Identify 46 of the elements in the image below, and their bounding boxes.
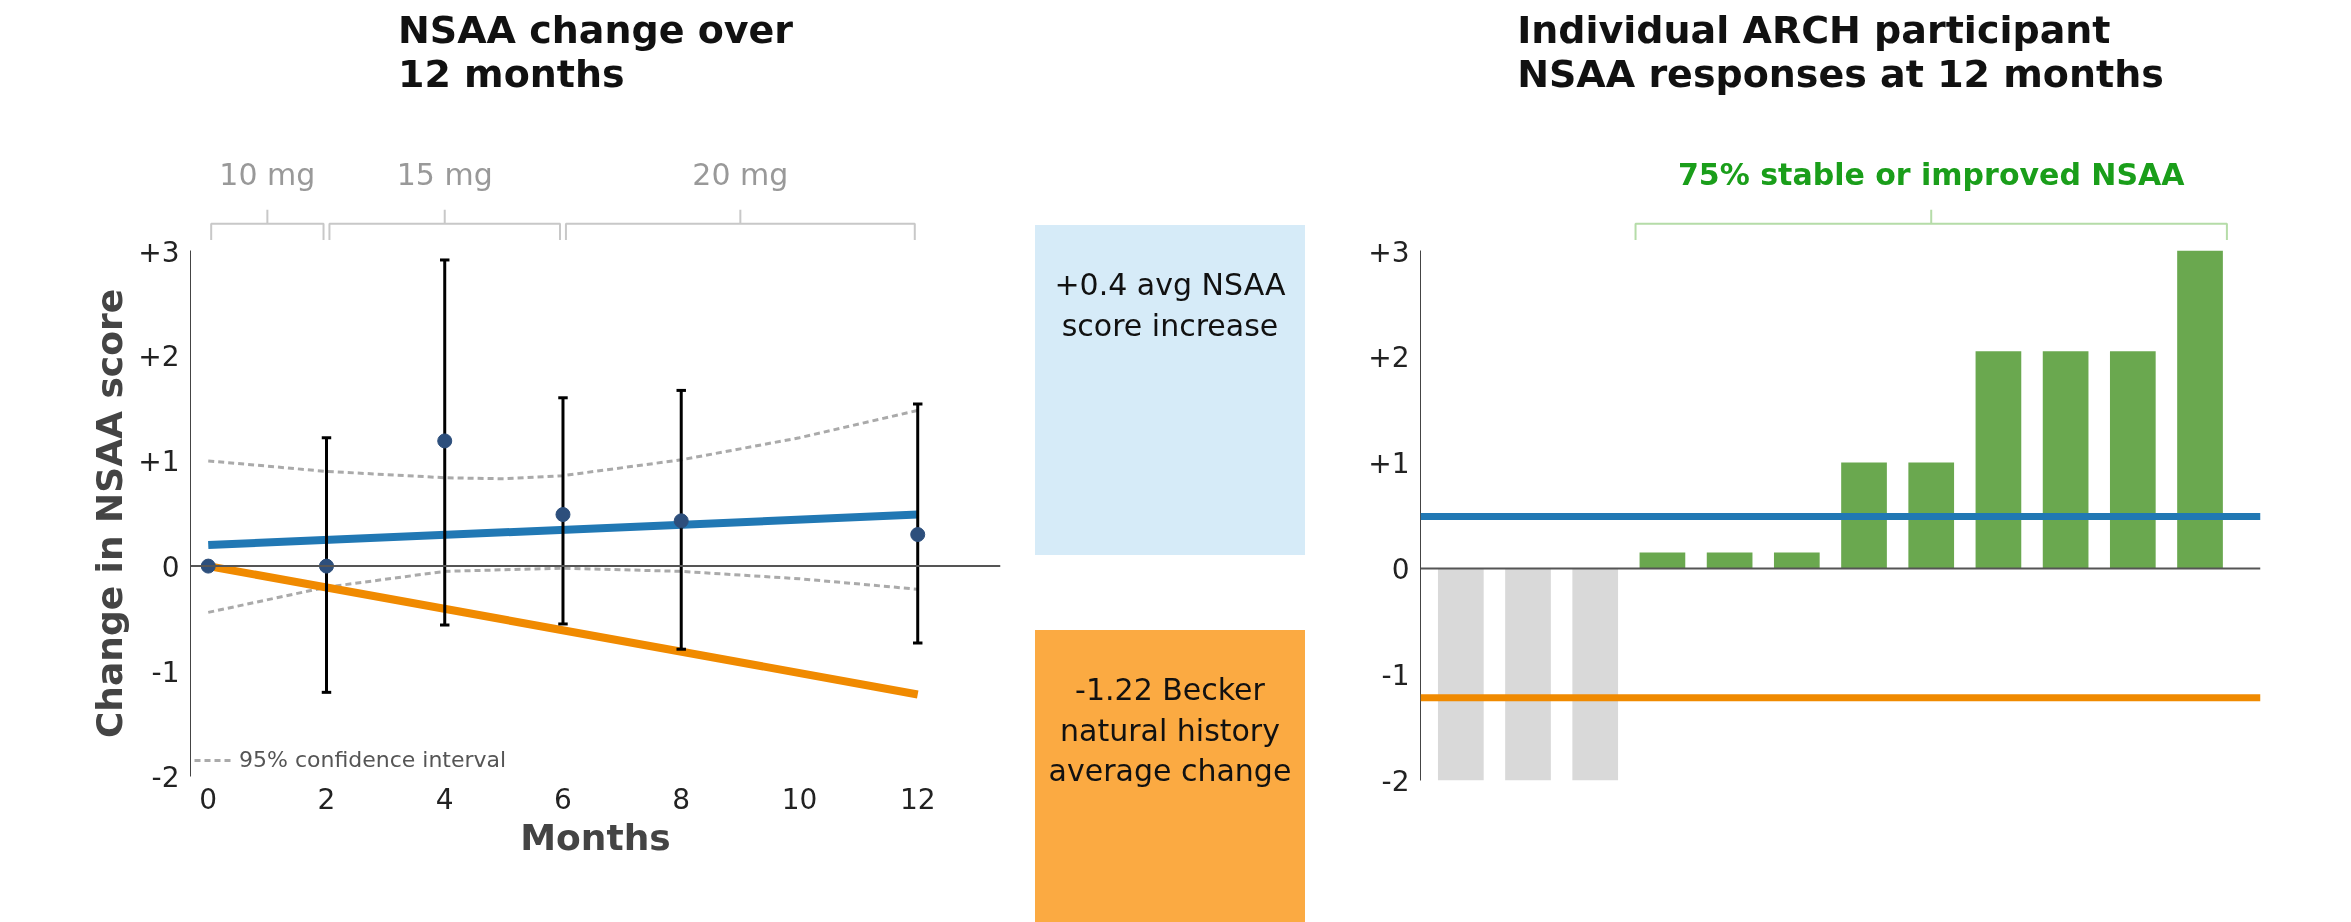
x-tick-label: 8 xyxy=(672,782,691,816)
text: 20 mg xyxy=(692,156,789,192)
y-tick-label: -1 xyxy=(151,655,180,689)
chart-title: NSAA change over 12 months xyxy=(397,7,794,96)
bar xyxy=(1437,568,1484,781)
x-tick-label: 6 xyxy=(554,782,572,816)
bar xyxy=(2177,250,2223,569)
text: 10 mg xyxy=(219,156,316,192)
point xyxy=(910,527,926,543)
y-tick-label: +3 xyxy=(1368,235,1410,269)
chart-title: Individual ARCH participant NSAA responses at 12 months xyxy=(1517,7,2164,96)
bar xyxy=(1908,462,1955,569)
text: -1.22 Becker natural history average change xyxy=(1047,671,1293,790)
x-tick-label: 10 xyxy=(781,782,818,816)
text: +0.4 avg NSAA score increase xyxy=(1053,266,1287,345)
bar xyxy=(1639,552,1686,569)
legend-label: 95% confidence interval xyxy=(239,747,507,772)
x-tick-label: 12 xyxy=(899,782,936,816)
x-tick-label: 4 xyxy=(435,782,454,816)
x-tick-label: 2 xyxy=(317,782,336,816)
y-tick-label: +2 xyxy=(1368,341,1410,374)
bar xyxy=(1706,552,1753,569)
x-tick-label: 0 xyxy=(199,782,218,816)
bar xyxy=(2042,351,2089,569)
y-tick-label: 0 xyxy=(1391,553,1410,586)
point xyxy=(437,433,453,449)
y-tick-label: 0 xyxy=(161,550,180,584)
y-tick-label: -2 xyxy=(151,761,180,794)
y-tick-label: -2 xyxy=(1381,765,1410,798)
text: 15 mg xyxy=(396,156,493,192)
y-tick-label: -1 xyxy=(1381,659,1410,692)
text: 75% stable or improved NSAA xyxy=(1677,156,2186,192)
bar xyxy=(1841,462,1887,569)
bar xyxy=(1975,351,2022,569)
y-tick-label: +2 xyxy=(138,340,180,374)
bar xyxy=(1505,568,1551,781)
point xyxy=(555,507,571,523)
y-tick-label: +3 xyxy=(138,235,180,269)
bar xyxy=(1572,568,1619,781)
x-axis-title: Months xyxy=(520,816,671,858)
y-axis-title: Change in NSAA score xyxy=(89,288,131,739)
bar xyxy=(1773,552,1820,569)
point xyxy=(673,513,689,529)
y-tick-label: +1 xyxy=(138,445,180,479)
bar xyxy=(2109,351,2156,569)
y-tick-label: +1 xyxy=(1368,447,1410,480)
